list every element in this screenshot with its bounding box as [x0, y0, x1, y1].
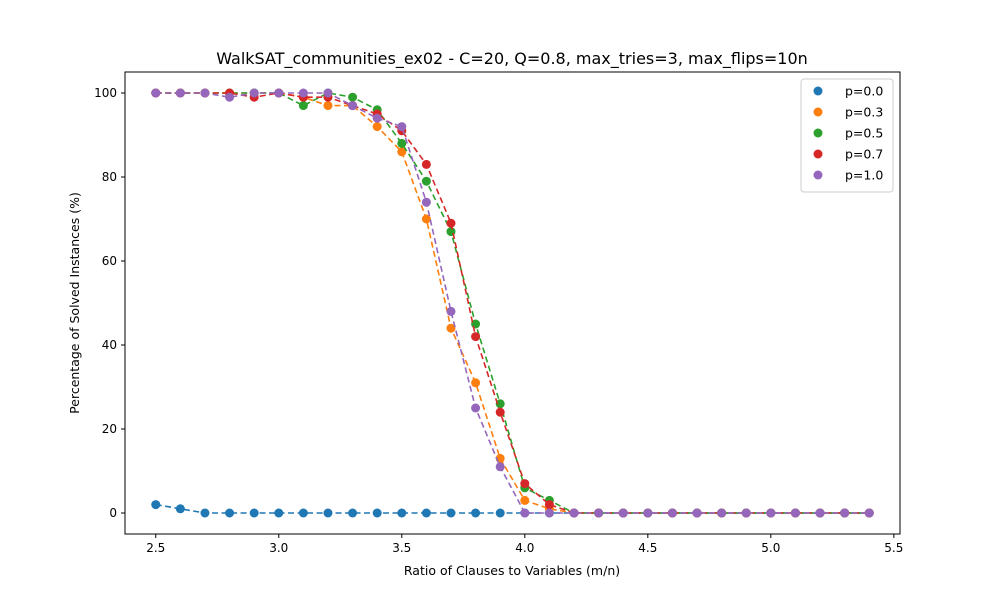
- data-point: [348, 508, 358, 518]
- data-point: [569, 508, 579, 518]
- data-point: [372, 122, 382, 132]
- data-point: [151, 500, 161, 510]
- data-point: [298, 508, 308, 518]
- data-point: [520, 508, 530, 518]
- data-point: [274, 508, 284, 518]
- data-point: [225, 508, 235, 518]
- data-point: [175, 504, 185, 514]
- plot-area: [151, 88, 874, 518]
- legend-box: [800, 78, 894, 193]
- y-tick-label: 60: [102, 254, 117, 268]
- x-tick-label: 5.5: [884, 541, 903, 555]
- data-point: [249, 508, 259, 518]
- data-point: [790, 508, 800, 518]
- legend-marker: [813, 128, 823, 138]
- series-p=1.0: [151, 88, 874, 518]
- legend-label: p=0.7: [845, 147, 883, 162]
- y-tick-label: 80: [102, 170, 117, 184]
- data-point: [225, 92, 235, 102]
- data-point: [520, 479, 530, 489]
- legend: p=0.0 p=0.3 p=0.5 p=0.7 p=1.0: [800, 78, 894, 193]
- data-point: [864, 508, 874, 518]
- legend-marker: [813, 107, 823, 117]
- data-point: [717, 508, 727, 518]
- data-point: [741, 508, 751, 518]
- data-point: [421, 176, 431, 186]
- data-point: [151, 88, 161, 98]
- data-point: [520, 495, 530, 505]
- data-point: [495, 508, 505, 518]
- x-axis-label: Ratio of Clauses to Variables (m/n): [404, 563, 620, 578]
- legend-label: p=0.5: [845, 126, 883, 141]
- data-point: [667, 508, 677, 518]
- data-point: [643, 508, 653, 518]
- data-point: [421, 159, 431, 169]
- data-point: [200, 508, 210, 518]
- x-tick-label: 4.5: [638, 541, 657, 555]
- data-point: [692, 508, 702, 518]
- data-point: [249, 88, 259, 98]
- data-point: [348, 101, 358, 111]
- data-point: [323, 101, 333, 111]
- data-point: [372, 508, 382, 518]
- data-point: [446, 218, 456, 228]
- y-tick-label: 0: [109, 506, 117, 520]
- data-point: [421, 197, 431, 207]
- data-point: [471, 332, 481, 342]
- data-point: [471, 378, 481, 388]
- y-axis-label: Percentage of Solved Instances (%): [67, 192, 82, 414]
- y-tick-label: 100: [94, 86, 117, 100]
- data-point: [544, 508, 554, 518]
- data-point: [421, 214, 431, 224]
- data-point: [446, 306, 456, 316]
- data-point: [618, 508, 628, 518]
- data-point: [471, 403, 481, 413]
- x-tick-label: 2.5: [146, 541, 165, 555]
- data-point: [274, 88, 284, 98]
- data-point: [495, 399, 505, 409]
- legend-label: p=0.3: [845, 105, 883, 120]
- y-tick-label: 20: [102, 422, 117, 436]
- x-tick-label: 3.0: [269, 541, 288, 555]
- data-point: [471, 508, 481, 518]
- data-point: [446, 323, 456, 333]
- legend-label: p=1.0: [845, 168, 883, 183]
- data-point: [397, 147, 407, 157]
- x-tick-label: 4.0: [515, 541, 534, 555]
- x-tick-label: 3.5: [392, 541, 411, 555]
- data-point: [397, 122, 407, 132]
- data-point: [815, 508, 825, 518]
- legend-marker: [813, 86, 823, 96]
- x-tick-label: 5.0: [761, 541, 780, 555]
- data-point: [594, 508, 604, 518]
- y-axis-ticks: 0 20 40 60 80 100: [94, 86, 125, 520]
- data-point: [544, 500, 554, 510]
- data-point: [372, 113, 382, 123]
- chart-title: WalkSAT_communities_ex02 - C=20, Q=0.8, …: [216, 49, 808, 69]
- data-point: [323, 508, 333, 518]
- axes-frame: [124, 71, 901, 535]
- data-point: [397, 138, 407, 148]
- legend-marker: [813, 149, 823, 159]
- data-point: [840, 508, 850, 518]
- x-axis-ticks: 2.5 3.0 3.5 4.0 4.5 5.0 5.5: [146, 534, 903, 555]
- legend-label: p=0.0: [845, 84, 883, 99]
- data-point: [298, 88, 308, 98]
- legend-marker: [813, 170, 823, 180]
- data-point: [446, 508, 456, 518]
- data-point: [298, 101, 308, 111]
- y-tick-label: 40: [102, 338, 117, 352]
- data-point: [495, 462, 505, 472]
- data-point: [397, 508, 407, 518]
- data-point: [766, 508, 776, 518]
- data-point: [421, 508, 431, 518]
- data-point: [495, 407, 505, 417]
- data-point: [175, 88, 185, 98]
- data-point: [348, 92, 358, 102]
- data-point: [200, 88, 210, 98]
- data-point: [323, 88, 333, 98]
